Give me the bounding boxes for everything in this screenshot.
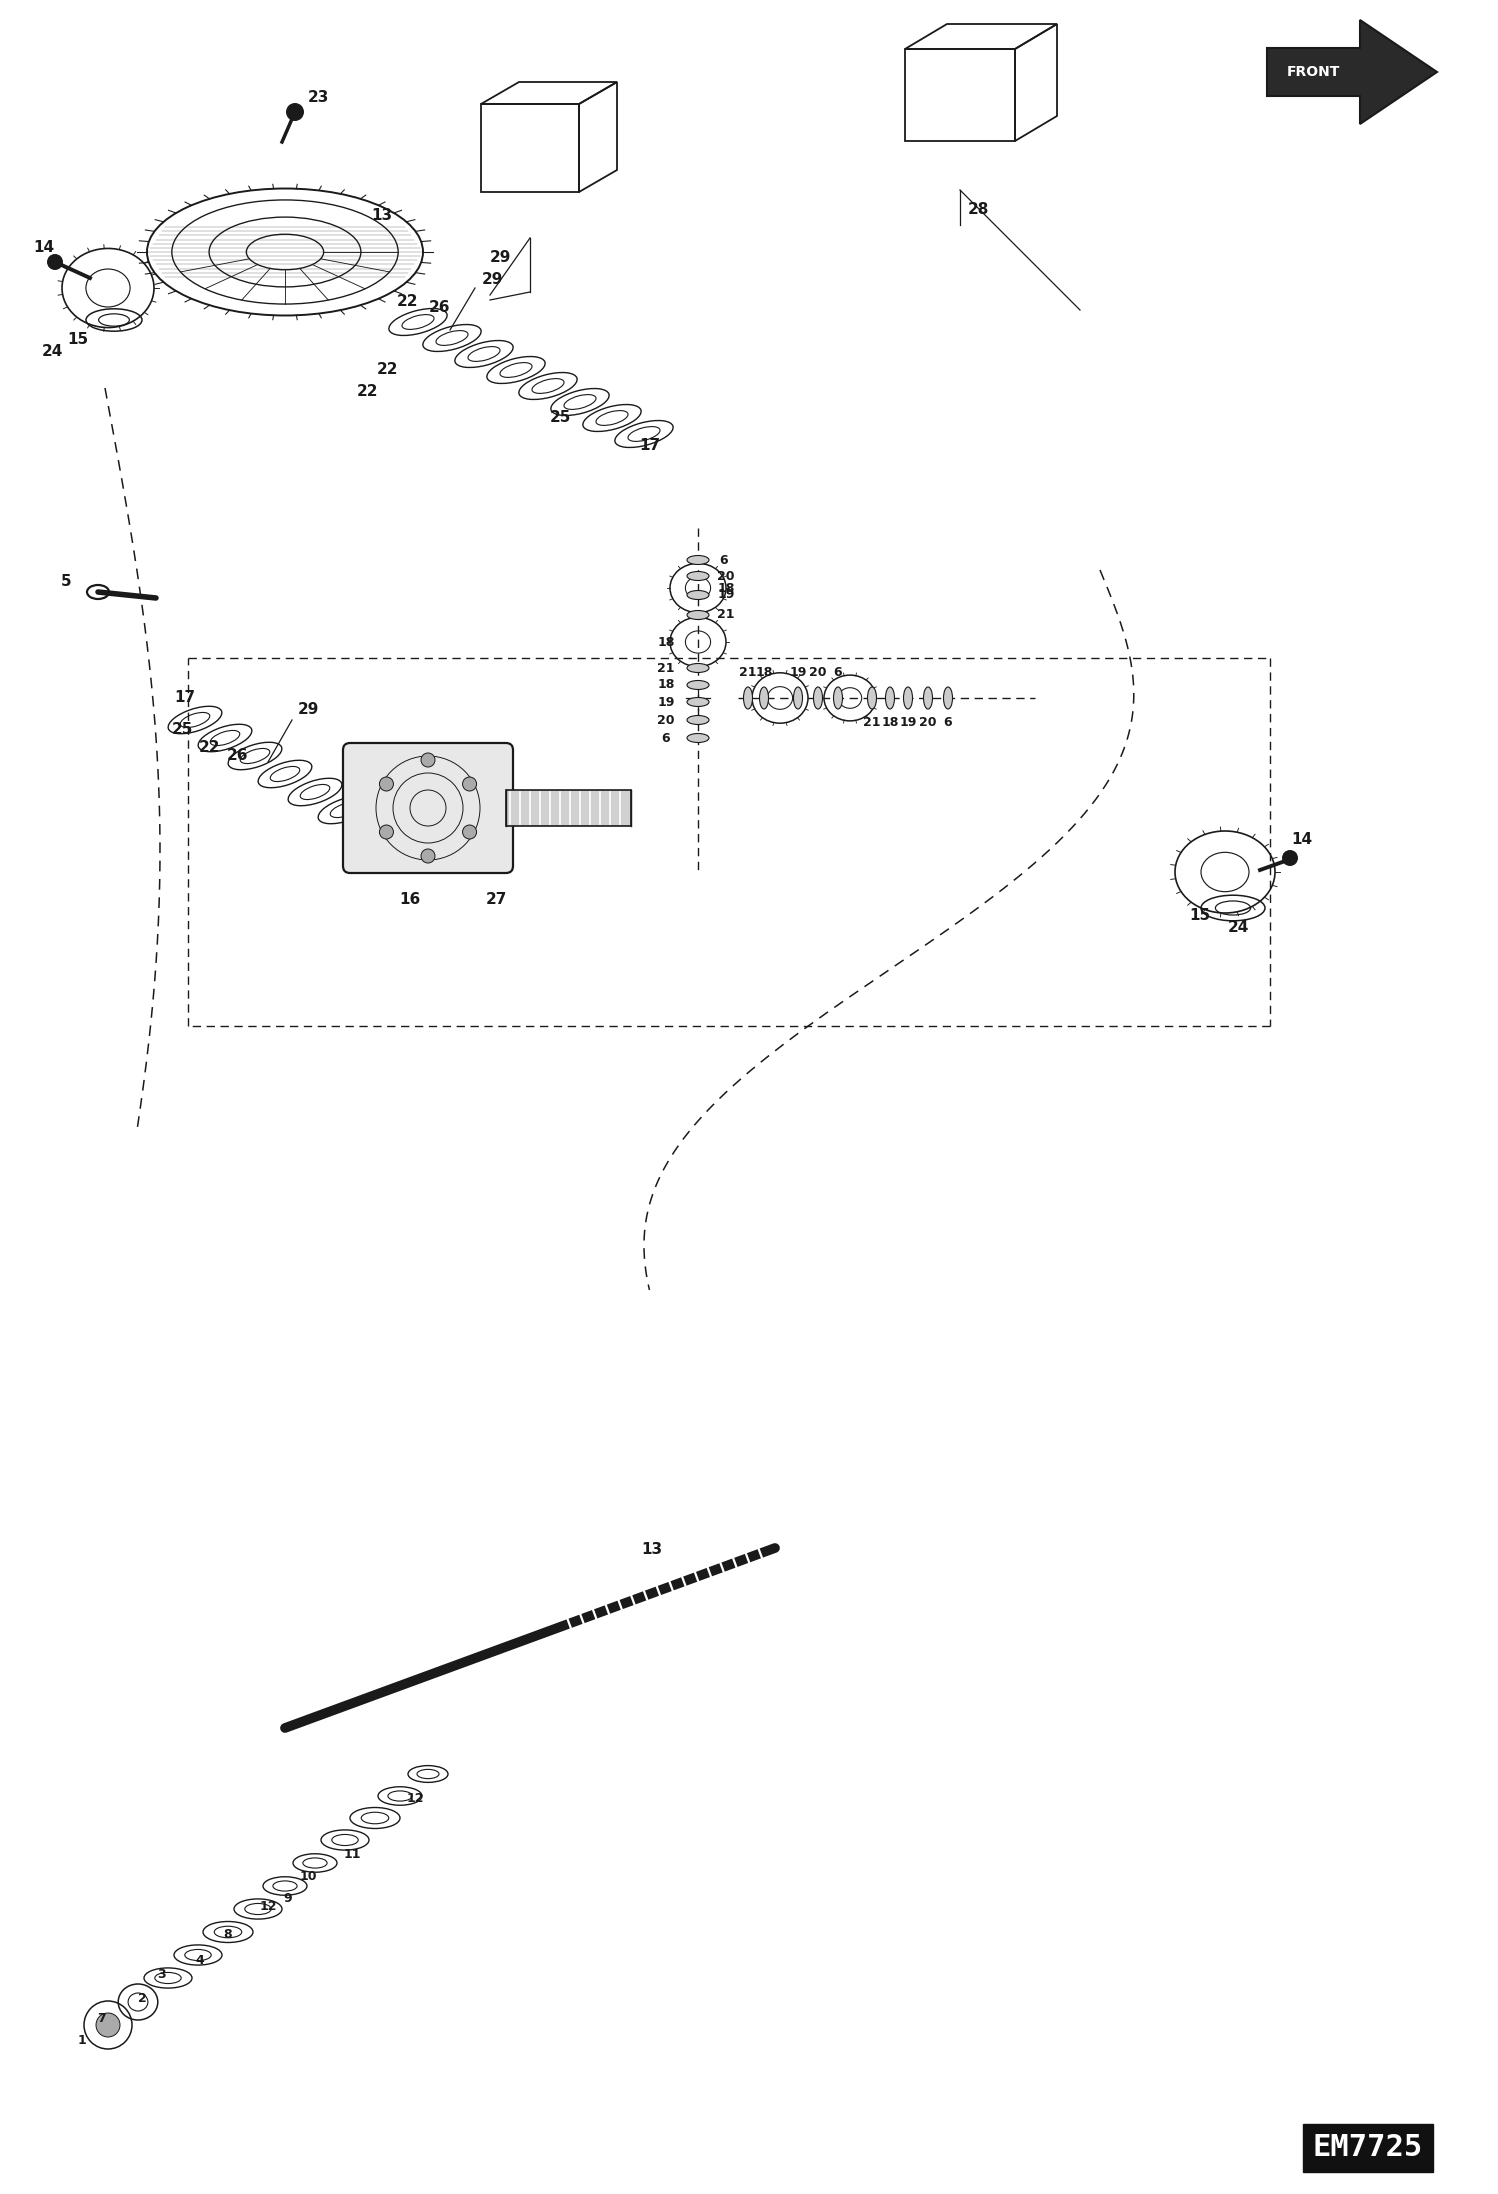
Text: 21: 21 [718,608,734,621]
Text: 20: 20 [658,713,674,726]
Ellipse shape [885,687,894,709]
Ellipse shape [867,687,876,709]
Ellipse shape [759,687,768,709]
Circle shape [421,753,434,768]
Ellipse shape [944,687,953,709]
Text: 19: 19 [658,695,674,709]
Text: 7: 7 [97,2012,106,2025]
Text: 20: 20 [718,570,734,581]
Text: 23: 23 [307,90,328,105]
Ellipse shape [813,687,822,709]
Ellipse shape [688,698,709,706]
Text: 20: 20 [809,667,827,680]
Text: 29: 29 [490,250,511,265]
Text: 26: 26 [430,301,451,316]
Text: 20: 20 [920,715,936,728]
Text: 18: 18 [658,636,674,649]
Text: 18: 18 [658,678,674,691]
Text: 5: 5 [61,575,72,590]
Text: 28: 28 [968,202,989,217]
Bar [506,790,631,825]
Text: 12: 12 [406,1792,424,1803]
Text: 8: 8 [223,1929,232,1942]
Text: 6: 6 [834,667,842,680]
Ellipse shape [923,687,932,709]
Circle shape [421,849,434,862]
Text: 19: 19 [718,588,734,601]
Ellipse shape [688,570,709,581]
Text: 21: 21 [863,715,881,728]
Ellipse shape [688,680,709,689]
Text: 22: 22 [357,384,379,399]
Circle shape [1282,849,1297,867]
Text: 9: 9 [283,1891,292,1904]
Ellipse shape [688,733,709,742]
Text: 29: 29 [297,702,319,717]
Text: 18: 18 [718,581,734,595]
Ellipse shape [688,555,709,564]
FancyBboxPatch shape [343,744,512,873]
Text: 6: 6 [662,731,670,744]
Text: 15: 15 [1189,908,1210,924]
Text: 4: 4 [196,1953,204,1966]
Text: 14: 14 [33,241,54,255]
Ellipse shape [794,687,803,709]
Text: 21: 21 [739,667,756,680]
Text: 3: 3 [157,1968,166,1981]
Circle shape [286,103,304,121]
Bar [481,103,580,193]
Text: 14: 14 [1291,832,1312,847]
Text: 22: 22 [199,742,220,755]
Text: 16: 16 [400,893,421,908]
Text: 22: 22 [397,294,419,309]
Text: 24: 24 [1227,921,1249,935]
Text: 15: 15 [67,333,88,347]
Text: 19: 19 [899,715,917,728]
Text: 19: 19 [789,667,807,680]
Text: 13: 13 [641,1542,662,1558]
Text: 27: 27 [485,893,506,908]
Polygon shape [1267,20,1437,125]
Circle shape [46,255,63,270]
Text: 17: 17 [640,437,661,452]
Circle shape [379,777,394,792]
Text: 6: 6 [719,553,728,566]
Ellipse shape [688,590,709,599]
Text: 2: 2 [138,1992,147,2005]
Text: 11: 11 [343,1850,361,1861]
Text: 22: 22 [377,362,398,377]
Ellipse shape [903,687,912,709]
Text: 17: 17 [174,691,196,706]
Ellipse shape [688,715,709,724]
Ellipse shape [833,687,842,709]
Text: 12: 12 [259,1900,277,1913]
Text: 24: 24 [42,344,63,360]
Circle shape [379,825,394,838]
Circle shape [96,2014,120,2036]
Text: 18: 18 [755,667,773,680]
Ellipse shape [688,610,709,619]
Ellipse shape [688,663,709,674]
Text: 6: 6 [944,715,953,728]
Text: 13: 13 [372,208,392,222]
Text: 25: 25 [550,410,571,426]
Ellipse shape [743,687,752,709]
Text: 26: 26 [228,748,249,764]
Text: 18: 18 [881,715,899,728]
Text: 10: 10 [300,1871,316,1882]
Text: 29: 29 [481,272,503,287]
Text: 1: 1 [78,2034,87,2047]
Circle shape [463,777,476,792]
Text: EM7725: EM7725 [1312,2133,1423,2163]
Text: 21: 21 [658,663,674,674]
Text: FRONT: FRONT [1287,66,1339,79]
Bar [905,48,1016,140]
Circle shape [463,825,476,838]
Text: 25: 25 [171,722,193,737]
